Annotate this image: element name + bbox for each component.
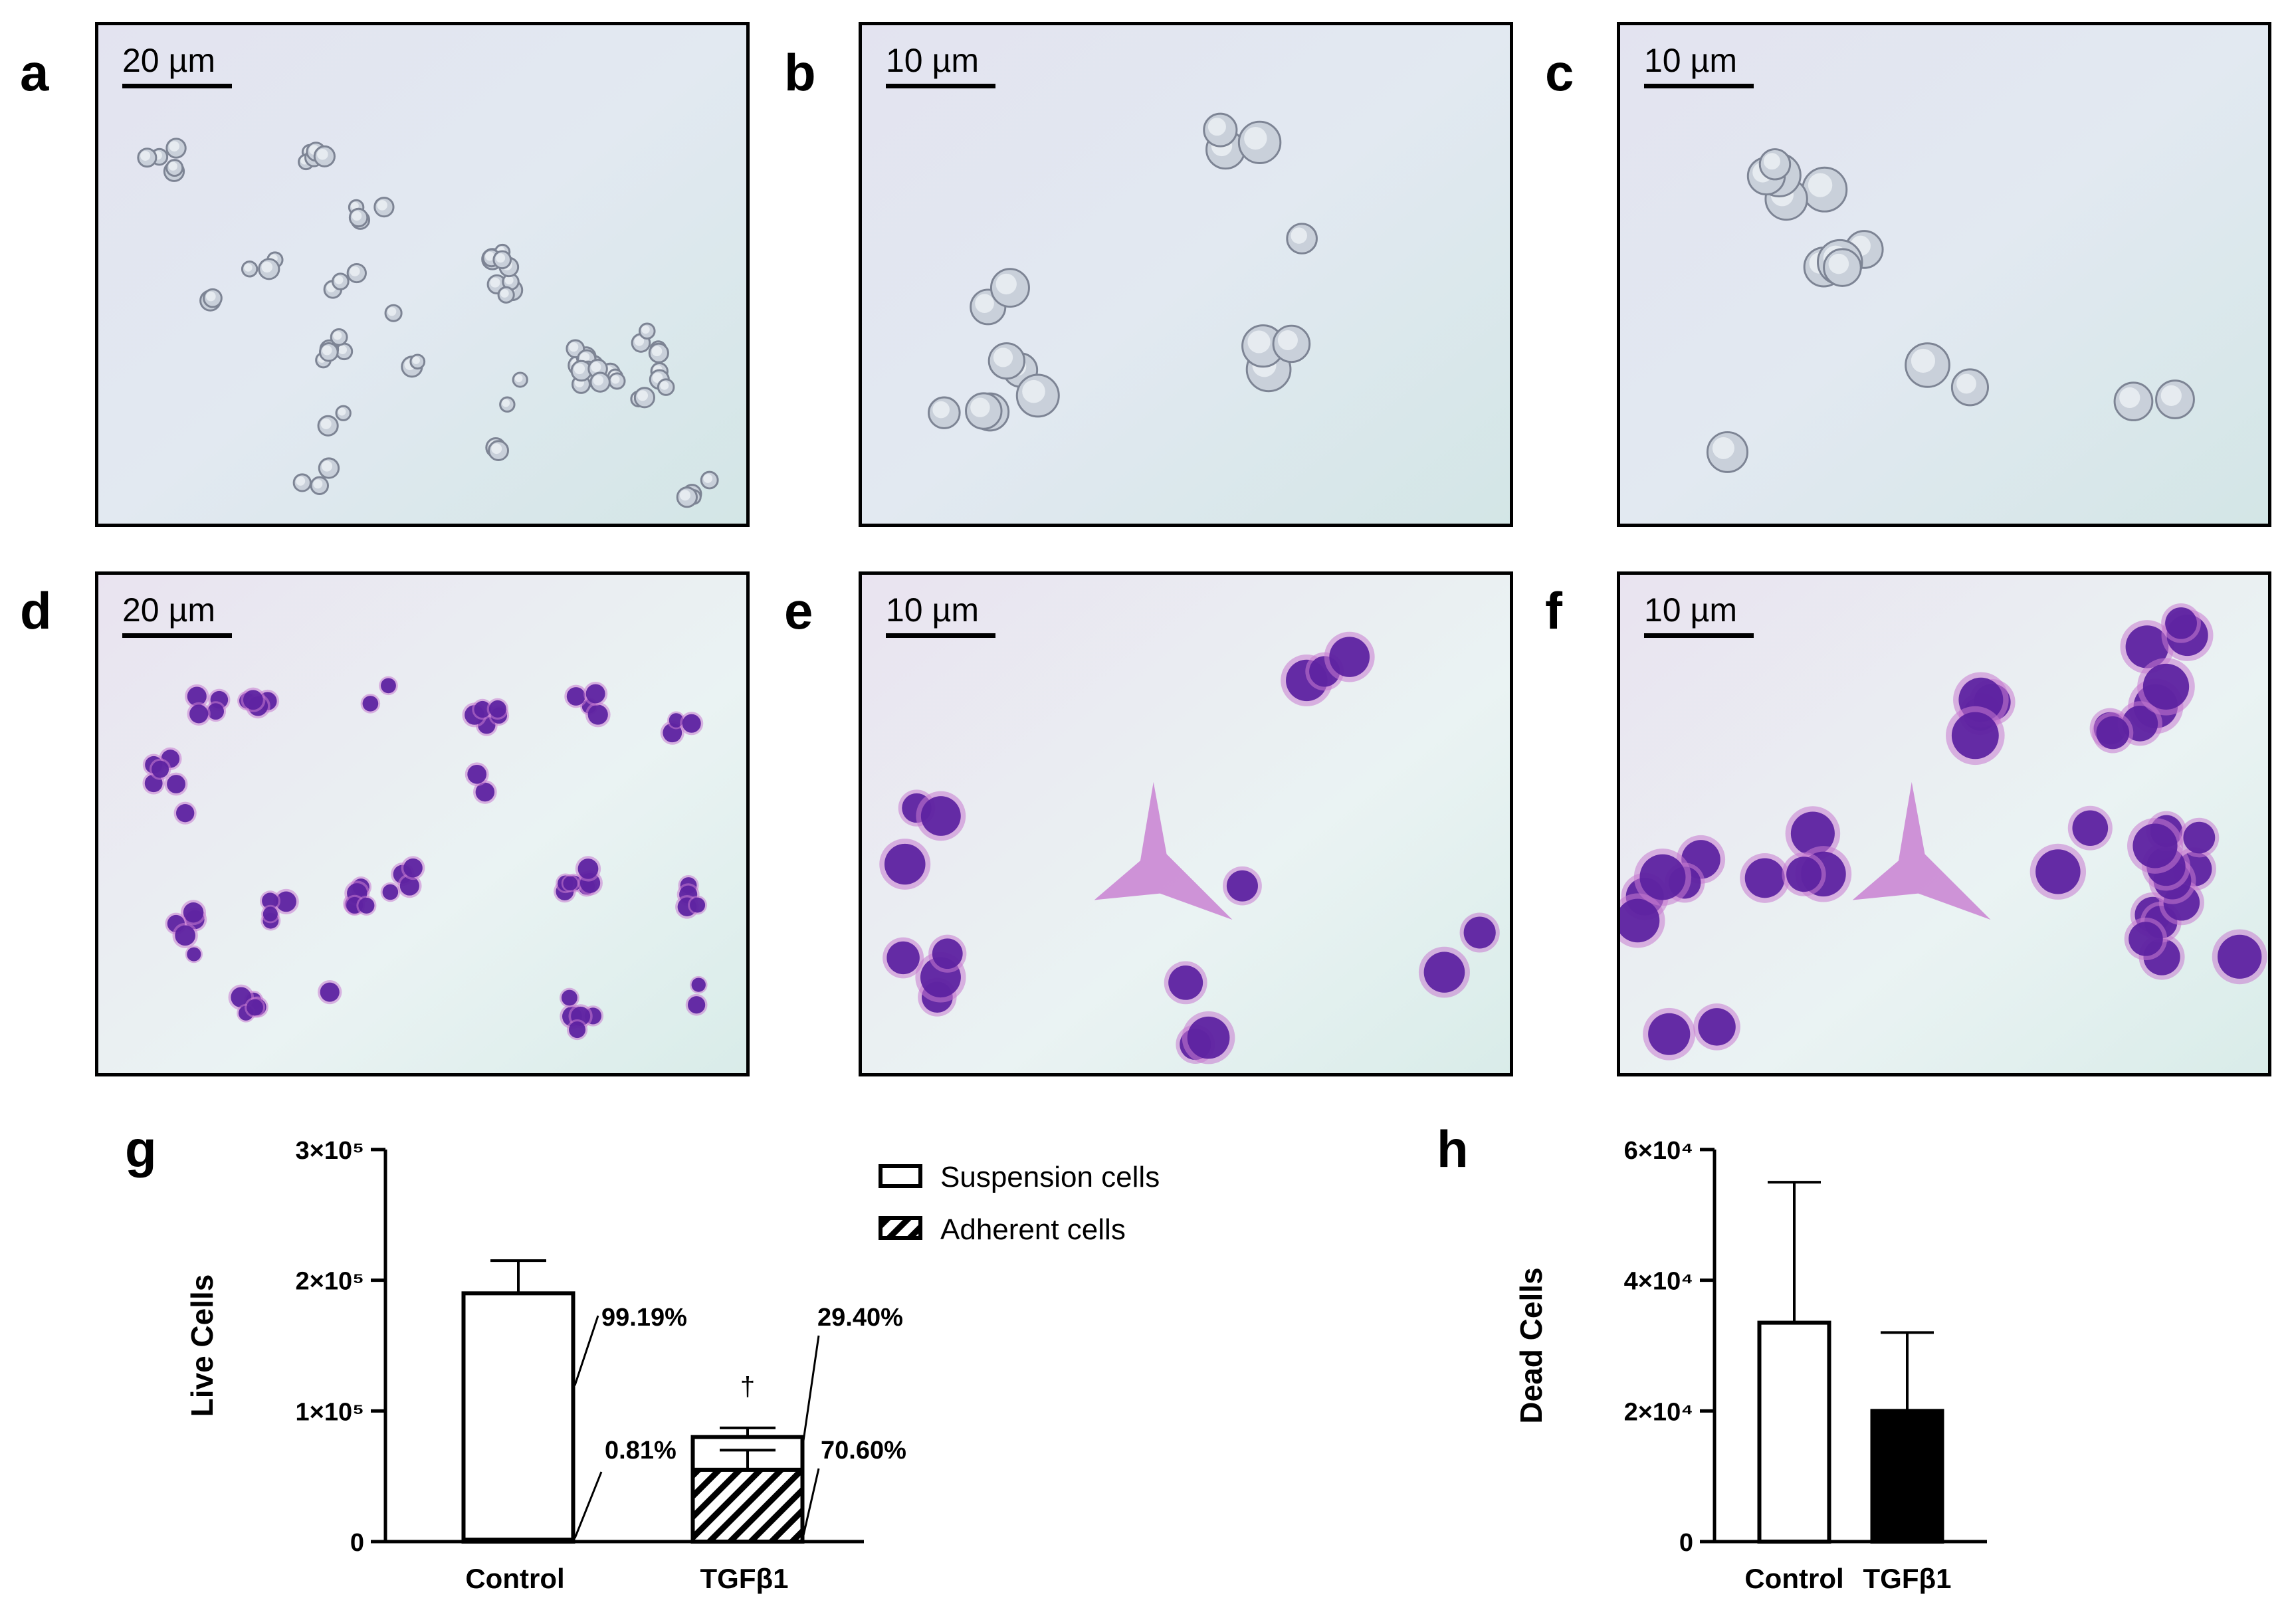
percent-label: 70.60% [821, 1437, 906, 1465]
scale-bar-label: 10 µm [1644, 591, 1737, 629]
scale-bar-label: 10 µm [886, 42, 979, 79]
significance-marker: † [740, 1372, 755, 1401]
micrograph-d: 20 µm [95, 571, 750, 1076]
y-axis-label: Dead Cells [1514, 1267, 1548, 1423]
panel-label-d: d [20, 581, 52, 640]
bar-0 [1757, 1320, 1831, 1544]
micrograph-a: 20 µm [95, 22, 750, 527]
micrograph-f: 10 µm [1617, 571, 2271, 1076]
percent-label: 0.81% [605, 1437, 676, 1465]
panel-label-c: c [1545, 43, 1574, 102]
bar-adherent-1 [690, 1467, 805, 1544]
panel-label-h: h [1437, 1120, 1469, 1178]
scale-bar: 20 µm [122, 44, 232, 88]
panel-label-a: a [20, 43, 49, 102]
scale-bar: 20 µm [122, 593, 232, 638]
micrograph-b: 10 µm [859, 22, 1513, 527]
micrograph-c: 10 µm [1617, 22, 2271, 527]
y-tick-label: 3×10⁵ [296, 1137, 364, 1165]
leader-line [573, 1471, 603, 1539]
scale-bar: 10 µm [886, 44, 995, 88]
panel-label-b: b [784, 43, 816, 102]
y-tick-label: 1×10⁵ [296, 1398, 364, 1426]
chart-live-cells: Live Cells 0 1×10⁵ 2×10⁵ 3×10⁵ Control TGFβ1 99… [185, 1137, 1160, 1594]
y-tick-label: 0 [1679, 1529, 1693, 1557]
x-tick-label: Control [465, 1563, 564, 1594]
x-tick-label: TGFβ1 [700, 1563, 789, 1594]
leader-line [573, 1315, 599, 1386]
x-tick-label: Control [1744, 1563, 1843, 1594]
legend-label-suspension: Suspension cells [940, 1161, 1160, 1193]
percent-label: 29.40% [817, 1304, 903, 1332]
micrograph-e: 10 µm [859, 571, 1513, 1076]
scale-bar: 10 µm [1644, 593, 1754, 638]
panel-label-f: f [1545, 581, 1562, 640]
y-axis-label: Live Cells [185, 1274, 219, 1417]
leader-line [801, 1468, 820, 1539]
legend-label-adherent: Adherent cells [940, 1213, 1126, 1246]
y-tick-label: 2×10⁵ [296, 1268, 364, 1296]
scale-bar-line [122, 84, 232, 88]
scale-bar-label: 20 µm [122, 591, 215, 629]
scale-bar-line [886, 633, 995, 638]
scale-bar-line [122, 633, 232, 638]
scale-bar: 10 µm [886, 593, 995, 638]
scale-bar-line [1644, 633, 1754, 638]
scale-bar-label: 10 µm [886, 591, 979, 629]
y-tick-label: 0 [350, 1529, 364, 1557]
leader-line [801, 1335, 820, 1446]
scale-bar-line [1644, 84, 1754, 88]
bar-1 [1870, 1409, 1944, 1544]
scale-bar-label: 20 µm [122, 42, 215, 79]
y-tick-label: 4×10⁴ [1624, 1268, 1693, 1296]
panel-label-g: g [125, 1120, 157, 1178]
chart-dead-cells: Dead Cells 0 2×10⁴ 4×10⁴ 6×10⁴ Control TGFβ1 [1514, 1137, 1987, 1594]
scale-bar-label: 10 µm [1644, 42, 1737, 79]
x-tick-label: TGFβ1 [1863, 1563, 1952, 1594]
y-tick-label: 6×10⁴ [1624, 1137, 1693, 1165]
y-tick-label: 2×10⁴ [1624, 1398, 1693, 1426]
percent-label: 99.19% [601, 1304, 687, 1332]
panel-label-e: e [784, 581, 813, 640]
scale-bar-line [886, 84, 995, 88]
bar-suspension-0 [461, 1291, 575, 1542]
legend-swatch-suspension [879, 1164, 922, 1188]
scale-bar: 10 µm [1644, 44, 1754, 88]
legend-swatch-adherent [879, 1216, 922, 1240]
